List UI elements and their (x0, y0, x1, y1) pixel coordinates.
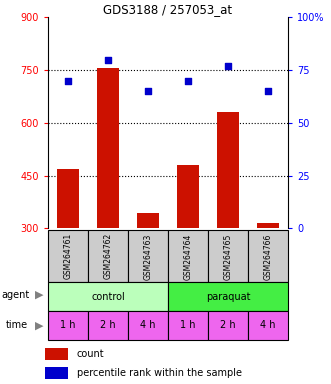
Text: paraquat: paraquat (206, 291, 250, 302)
Text: 4 h: 4 h (140, 320, 156, 331)
Bar (257, 223, 279, 228)
Point (145, 88, 151, 94)
Bar (168, 230, 208, 282)
Text: ▶: ▶ (35, 290, 43, 300)
Point (265, 88, 271, 94)
Bar (168, 282, 288, 311)
Text: ▶: ▶ (35, 320, 43, 330)
Text: control: control (91, 291, 125, 302)
Text: 1 h: 1 h (60, 320, 76, 331)
Bar (217, 112, 239, 228)
Bar (45, 367, 68, 379)
Text: 2 h: 2 h (100, 320, 116, 331)
Text: GSM264764: GSM264764 (183, 233, 193, 280)
Text: GSM264766: GSM264766 (263, 233, 272, 280)
Point (65, 78, 71, 84)
Bar (45, 348, 68, 360)
Bar (48, 230, 88, 282)
Text: time: time (6, 320, 28, 330)
Bar (208, 230, 248, 282)
Text: 1 h: 1 h (180, 320, 196, 331)
Bar (177, 165, 199, 228)
Text: count: count (77, 349, 104, 359)
Bar (48, 311, 88, 340)
Bar (137, 213, 159, 228)
Text: percentile rank within the sample: percentile rank within the sample (77, 368, 242, 378)
Text: 2 h: 2 h (220, 320, 236, 331)
Bar (128, 311, 168, 340)
Bar (128, 230, 168, 282)
Title: GDS3188 / 257053_at: GDS3188 / 257053_at (103, 3, 233, 16)
Bar (208, 311, 248, 340)
Text: agent: agent (2, 290, 30, 300)
Bar (48, 282, 168, 311)
Text: GSM264761: GSM264761 (64, 233, 72, 280)
Text: GSM264765: GSM264765 (223, 233, 232, 280)
Text: 4 h: 4 h (260, 320, 276, 331)
Bar (88, 311, 128, 340)
Bar (248, 311, 288, 340)
Bar (168, 311, 208, 340)
Point (225, 63, 231, 69)
Text: GSM264762: GSM264762 (104, 233, 113, 280)
Bar (248, 230, 288, 282)
Bar (57, 169, 79, 228)
Point (185, 78, 191, 84)
Bar (97, 68, 119, 228)
Point (105, 56, 111, 63)
Bar (88, 230, 128, 282)
Text: GSM264763: GSM264763 (143, 233, 153, 280)
